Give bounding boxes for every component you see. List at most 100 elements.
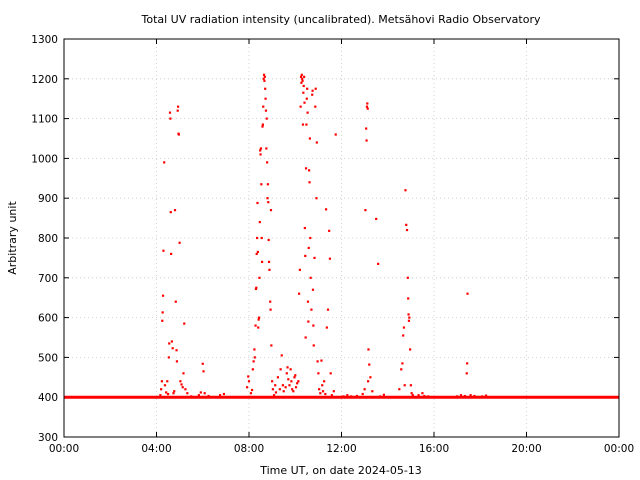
data-point [309,236,312,240]
data-point [173,209,177,212]
data-point [199,391,202,394]
data-point [269,300,272,303]
data-point [411,394,414,397]
data-point [473,394,476,398]
y-axis-label: Arbitrary unit [6,201,19,275]
data-point [325,326,328,329]
data-point [267,238,270,242]
y-tick-label: 900 [38,193,58,205]
data-point [307,246,310,250]
data-point [311,89,314,92]
data-point [421,392,424,395]
data-point [261,123,264,126]
data-point [407,297,410,300]
x-tick-label: 20:00 [511,443,541,455]
data-point [316,360,319,363]
data-point [405,228,409,232]
data-point [427,395,430,398]
y-tick-label: 400 [38,392,58,404]
data-point [166,380,169,383]
data-point [301,79,304,82]
data-point [261,260,264,263]
data-point [202,370,205,373]
data-point [256,250,259,254]
data-point [407,313,410,316]
data-point [417,394,420,397]
y-tick-label: 1200 [31,74,58,86]
data-point [377,262,380,265]
data-point [172,392,175,395]
data-point [284,386,287,389]
data-point [255,286,258,289]
data-point [245,386,249,389]
data-point [247,375,250,378]
data-point [375,217,378,220]
data-point [311,288,315,291]
y-tick-label: 1300 [31,34,58,46]
data-point [298,268,301,271]
data-point [328,229,331,232]
data-point [323,380,326,383]
y-tick-label: 1100 [31,114,58,126]
data-point [346,394,349,397]
data-point [163,161,166,164]
data-point [312,324,315,327]
data-point [463,394,466,398]
data-point [298,292,301,295]
data-point [404,189,407,192]
data-point [251,368,254,371]
data-point [265,117,268,120]
data-point [203,392,206,395]
data-point [308,137,311,140]
y-tick-label: 300 [38,432,58,444]
data-point [382,393,385,396]
data-point [301,123,305,126]
data-point [317,372,320,375]
plot-frame [63,38,620,438]
data-point [258,276,261,279]
data-point [301,77,304,80]
data-point [174,300,177,303]
data-point [267,260,271,263]
x-tick-label: 04:00 [141,443,171,455]
data-point [303,101,306,104]
data-point [294,374,297,377]
data-point [260,183,263,186]
data-point [184,388,187,391]
data-point [268,268,271,271]
data-point [262,77,265,80]
data-point [405,223,408,226]
data-point [169,117,172,120]
data-point [255,236,259,240]
data-point [366,380,370,383]
data-point [369,376,372,379]
data-point [466,292,469,295]
data-point [314,87,317,90]
chart-title: Total UV radiation intensity (uncalibrat… [141,13,541,26]
data-point [171,347,174,350]
data-point [261,125,264,128]
data-point [263,75,266,78]
data-point [304,167,308,170]
data-point [410,392,413,395]
data-point [407,319,411,322]
data-point [178,241,181,244]
data-point [267,201,270,204]
data-point [262,73,266,76]
data-point [257,316,261,319]
data-point [177,133,180,136]
data-point [401,362,404,365]
data-point [315,141,318,144]
data-point [264,87,267,90]
data-point [166,392,170,396]
data-point [320,359,323,362]
data-point [361,392,364,396]
data-point [285,372,288,375]
data-point [163,384,167,387]
data-point [292,390,295,393]
data-point [256,201,259,205]
data-point [274,384,277,387]
data-point [409,384,412,387]
data-point [311,93,314,96]
